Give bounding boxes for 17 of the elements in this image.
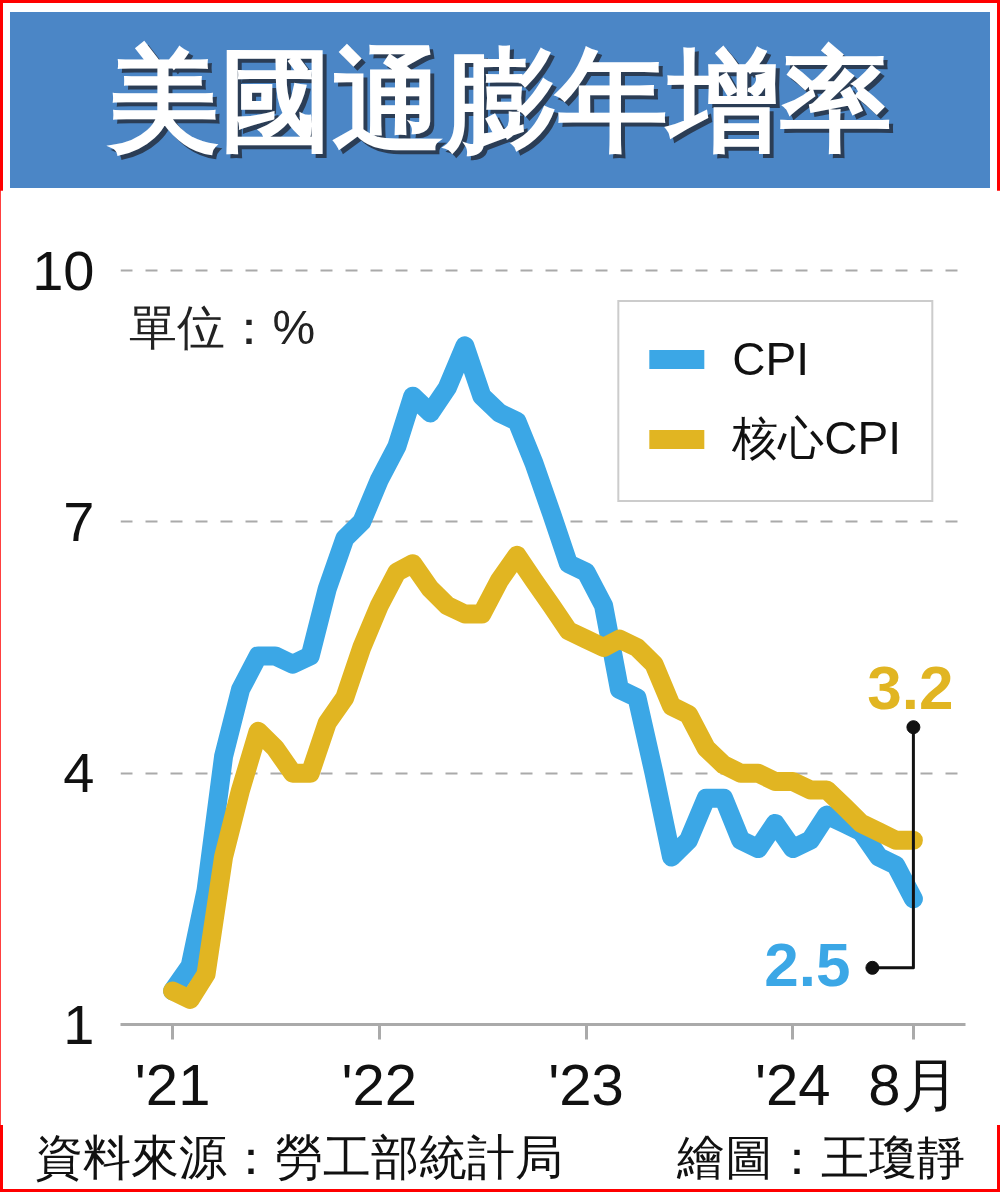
x-tick-label: '22 bbox=[341, 1051, 418, 1117]
x-tick-label: '23 bbox=[548, 1051, 624, 1117]
y-tick-label: 4 bbox=[63, 741, 95, 805]
annotation: 單位：% bbox=[128, 300, 316, 354]
legend-label: CPI bbox=[732, 332, 809, 386]
chart-title: 美國通膨年增率 bbox=[108, 34, 892, 167]
x-tick-label: 8月 bbox=[868, 1051, 959, 1117]
text: 繪圖：王瓊靜 bbox=[677, 1129, 965, 1185]
data-label: 3.2 bbox=[867, 653, 954, 723]
y-tick-label: 10 bbox=[32, 238, 95, 302]
y-tick-label: 7 bbox=[63, 489, 95, 553]
y-tick-label: 1 bbox=[63, 992, 95, 1056]
legend-label: 核心CPI bbox=[732, 411, 901, 466]
x-tick-label: '21 bbox=[134, 1051, 211, 1117]
data-label: 2.5 bbox=[764, 929, 851, 999]
x-tick-label: '24 bbox=[754, 1051, 831, 1117]
source-note: 資料來源：勞工部統計局 bbox=[35, 1129, 563, 1185]
